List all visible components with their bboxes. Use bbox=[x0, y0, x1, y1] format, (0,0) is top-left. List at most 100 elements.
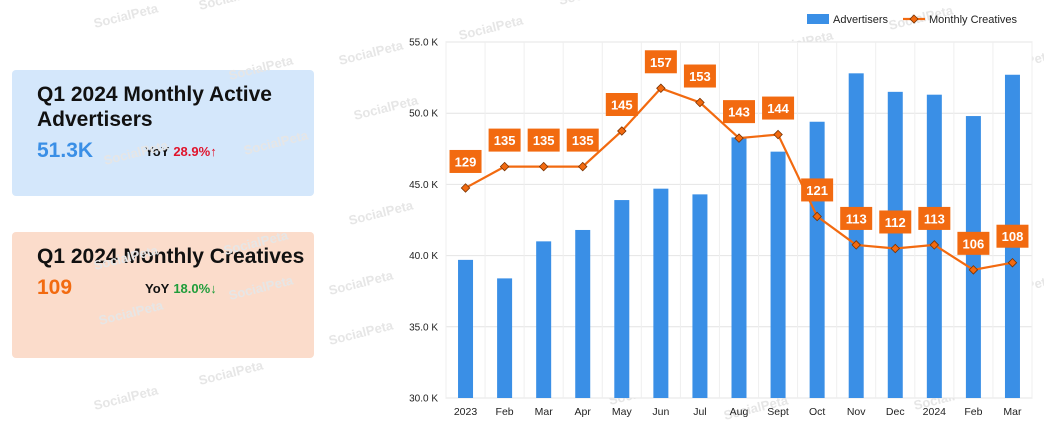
bar-advertisers bbox=[458, 259, 474, 398]
legend-label-advertisers: Advertisers bbox=[833, 14, 889, 26]
bar-advertisers bbox=[965, 116, 981, 398]
x-tick-label: 2023 bbox=[454, 406, 478, 418]
marker-monthly-creatives bbox=[968, 265, 979, 275]
data-label: 153 bbox=[689, 69, 711, 84]
watermark-text: SocialPeta bbox=[347, 197, 415, 228]
data-label: 135 bbox=[572, 133, 594, 148]
data-label-box bbox=[957, 231, 990, 255]
marker-monthly-creatives bbox=[499, 161, 510, 172]
advertisers-value: 51.3K bbox=[37, 139, 94, 162]
watermark-text: SocialPeta bbox=[557, 0, 625, 8]
watermark-text: SocialPeta bbox=[102, 137, 170, 168]
marker-monthly-creatives bbox=[773, 129, 783, 140]
marker-monthly-creatives bbox=[656, 83, 666, 94]
data-label: 135 bbox=[533, 133, 555, 148]
watermark-text: SocialPeta bbox=[327, 317, 395, 348]
data-label-box bbox=[723, 100, 755, 124]
x-tick-label: Oct bbox=[809, 406, 825, 418]
bar-advertisers bbox=[809, 121, 825, 398]
x-tick-label: Jun bbox=[652, 406, 669, 418]
bar-advertisers bbox=[497, 278, 513, 398]
marker-monthly-creatives bbox=[617, 126, 627, 136]
data-label-box bbox=[605, 93, 638, 116]
data-label: 108 bbox=[1002, 229, 1024, 244]
advertisers-yoy-label: YoY bbox=[145, 144, 170, 159]
marker-monthly-creatives bbox=[1007, 257, 1018, 268]
data-label: 145 bbox=[611, 98, 633, 113]
marker-monthly-creatives bbox=[734, 133, 744, 143]
data-label: 112 bbox=[885, 215, 906, 230]
marker-monthly-creatives bbox=[929, 240, 940, 250]
legend-label-creatives: Monthly Creatives bbox=[929, 14, 1018, 26]
bar-advertisers bbox=[848, 73, 864, 398]
watermark-text: SocialPeta bbox=[92, 382, 160, 413]
bar-advertisers bbox=[770, 151, 786, 398]
x-tick-label: Jul bbox=[693, 406, 706, 418]
watermark-text: SocialPeta bbox=[222, 227, 290, 258]
marker-monthly-creatives bbox=[460, 183, 471, 193]
data-label: 129 bbox=[455, 154, 477, 169]
creatives-card-row: 109 YoY 18.0%↓ bbox=[37, 276, 314, 306]
advertisers-card-row: 51.3K YoY 28.9%↑ bbox=[37, 139, 314, 169]
data-label-box bbox=[683, 64, 716, 88]
watermark-text: SocialPeta bbox=[92, 242, 160, 273]
data-label: 113 bbox=[924, 211, 945, 226]
x-tick-label: 2024 bbox=[923, 406, 947, 418]
creatives-value: 109 bbox=[37, 276, 73, 299]
watermark-text: SocialPeta bbox=[327, 267, 395, 298]
advertisers-yoy-value: 28.9%↑ bbox=[173, 144, 217, 159]
data-label: 157 bbox=[650, 55, 672, 70]
data-label-box bbox=[879, 210, 912, 234]
watermark-text: SocialPeta bbox=[337, 37, 405, 68]
data-label: 135 bbox=[494, 133, 516, 148]
watermark-text: SocialPeta bbox=[242, 127, 310, 158]
legend-swatch-advertisers bbox=[807, 14, 829, 24]
bar-advertisers bbox=[575, 229, 591, 398]
marker-monthly-creatives bbox=[851, 240, 861, 250]
bar-advertisers bbox=[614, 200, 630, 398]
data-label: 106 bbox=[963, 236, 985, 251]
data-label-box bbox=[488, 128, 521, 152]
creatives-yoy-label: YoY bbox=[145, 281, 170, 296]
y-tick-label: 30.0 K bbox=[409, 394, 438, 405]
watermark-text: SocialPeta bbox=[92, 0, 160, 31]
x-tick-label: Apr bbox=[575, 406, 592, 418]
x-tick-label: Dec bbox=[886, 406, 905, 418]
data-label-box bbox=[840, 206, 873, 230]
data-label-box bbox=[527, 128, 560, 152]
creatives-card: Q1 2024 Monthly Creatives 109 YoY 18.0%↓ bbox=[12, 232, 314, 358]
watermark-text: SocialPeta bbox=[197, 357, 265, 388]
advertisers-yoy: YoY 28.9%↑ bbox=[145, 144, 217, 159]
bar-advertisers bbox=[653, 188, 669, 398]
watermark-text: SocialPeta bbox=[457, 12, 525, 43]
bar-advertisers bbox=[731, 137, 747, 398]
data-label-box bbox=[566, 128, 599, 152]
watermark-text: SocialPeta bbox=[227, 272, 295, 303]
data-label: 121 bbox=[806, 183, 828, 198]
legend-swatch-marker-creatives bbox=[909, 14, 919, 24]
data-label: 113 bbox=[846, 211, 867, 226]
marker-monthly-creatives bbox=[695, 97, 705, 108]
data-label-box bbox=[644, 50, 677, 74]
x-tick-label: Aug bbox=[730, 406, 749, 418]
creatives-yoy-value: 18.0%↓ bbox=[173, 281, 217, 296]
data-label-box bbox=[996, 224, 1029, 248]
x-tick-label: Feb bbox=[964, 406, 982, 418]
advertisers-card: Q1 2024 Monthly Active Advertisers 51.3K… bbox=[12, 70, 314, 196]
creatives-card-title: Q1 2024 Monthly Creatives bbox=[37, 245, 305, 268]
x-tick-label: Nov bbox=[847, 406, 866, 418]
x-tick-label: Sept bbox=[767, 406, 789, 418]
watermark-text: SocialPeta bbox=[97, 297, 165, 328]
advertisers-card-title: Q1 2024 Monthly Active Advertisers bbox=[37, 83, 272, 131]
marker-monthly-creatives bbox=[890, 243, 901, 254]
bar-advertisers bbox=[692, 194, 708, 398]
marker-monthly-creatives bbox=[812, 211, 822, 222]
creatives-yoy: YoY 18.0%↓ bbox=[145, 281, 217, 296]
y-tick-label: 40.0 K bbox=[409, 251, 438, 262]
data-label: 144 bbox=[767, 101, 789, 116]
x-tick-label: May bbox=[612, 406, 633, 418]
watermark-text: SocialPeta bbox=[227, 52, 295, 83]
y-tick-label: 35.0 K bbox=[409, 322, 438, 333]
marker-monthly-creatives bbox=[577, 161, 588, 172]
